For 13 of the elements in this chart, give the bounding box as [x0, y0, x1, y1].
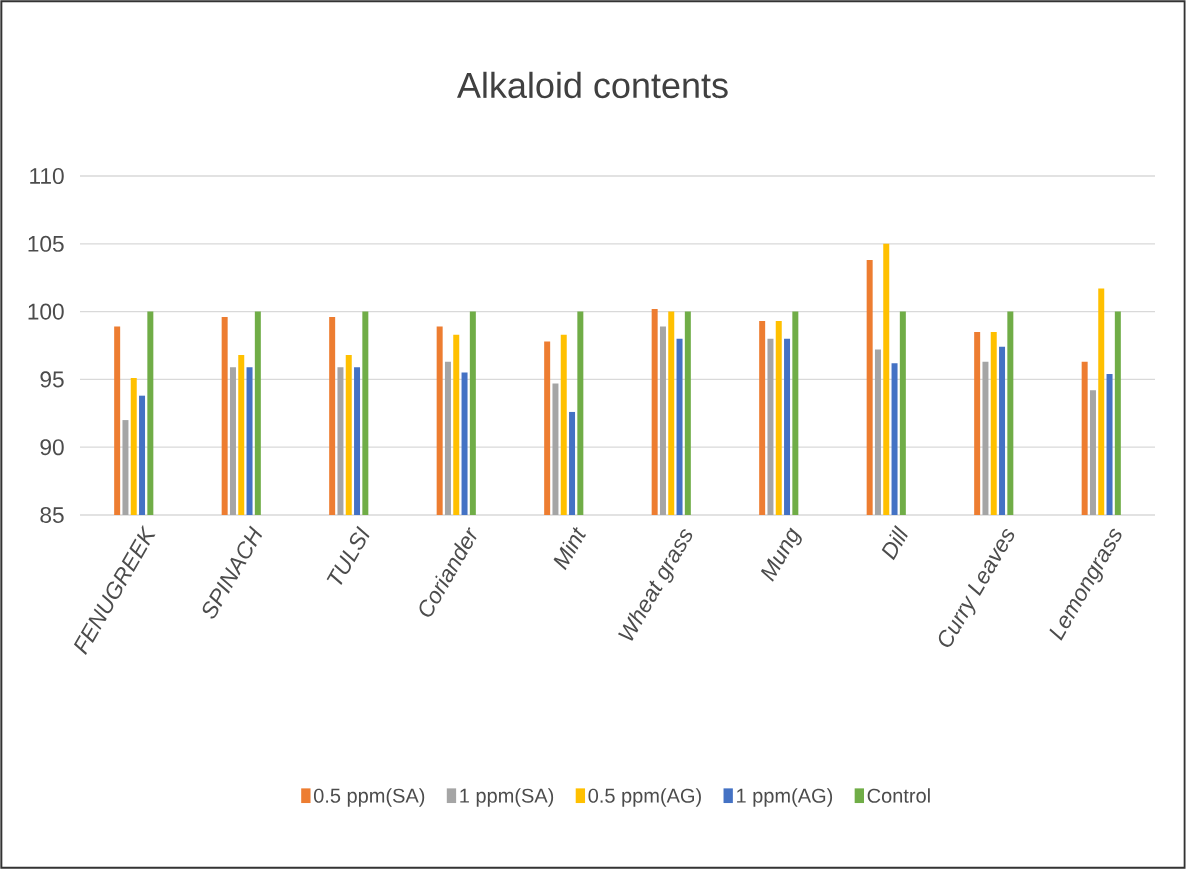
- legend-label: 1 ppm(AG): [737, 788, 833, 807]
- y-tick-label: 105: [28, 235, 64, 252]
- legend-label: 0.5 ppm(AG): [588, 788, 701, 807]
- legend-label: 0.5 ppm(SA): [313, 788, 425, 807]
- y-tick-label: 95: [40, 371, 64, 388]
- y-tick-label: 85: [40, 506, 64, 524]
- y-tick-label: 90: [40, 439, 64, 456]
- legend-label: 1 ppm(SA): [460, 788, 554, 807]
- legend-label: Control: [867, 788, 930, 803]
- y-tick-label: 110: [30, 167, 64, 185]
- y-tick-label: 100: [28, 303, 64, 320]
- x-tick-label: Dill: [881, 525, 908, 561]
- chart-title: Alkaloid contents: [456, 71, 728, 99]
